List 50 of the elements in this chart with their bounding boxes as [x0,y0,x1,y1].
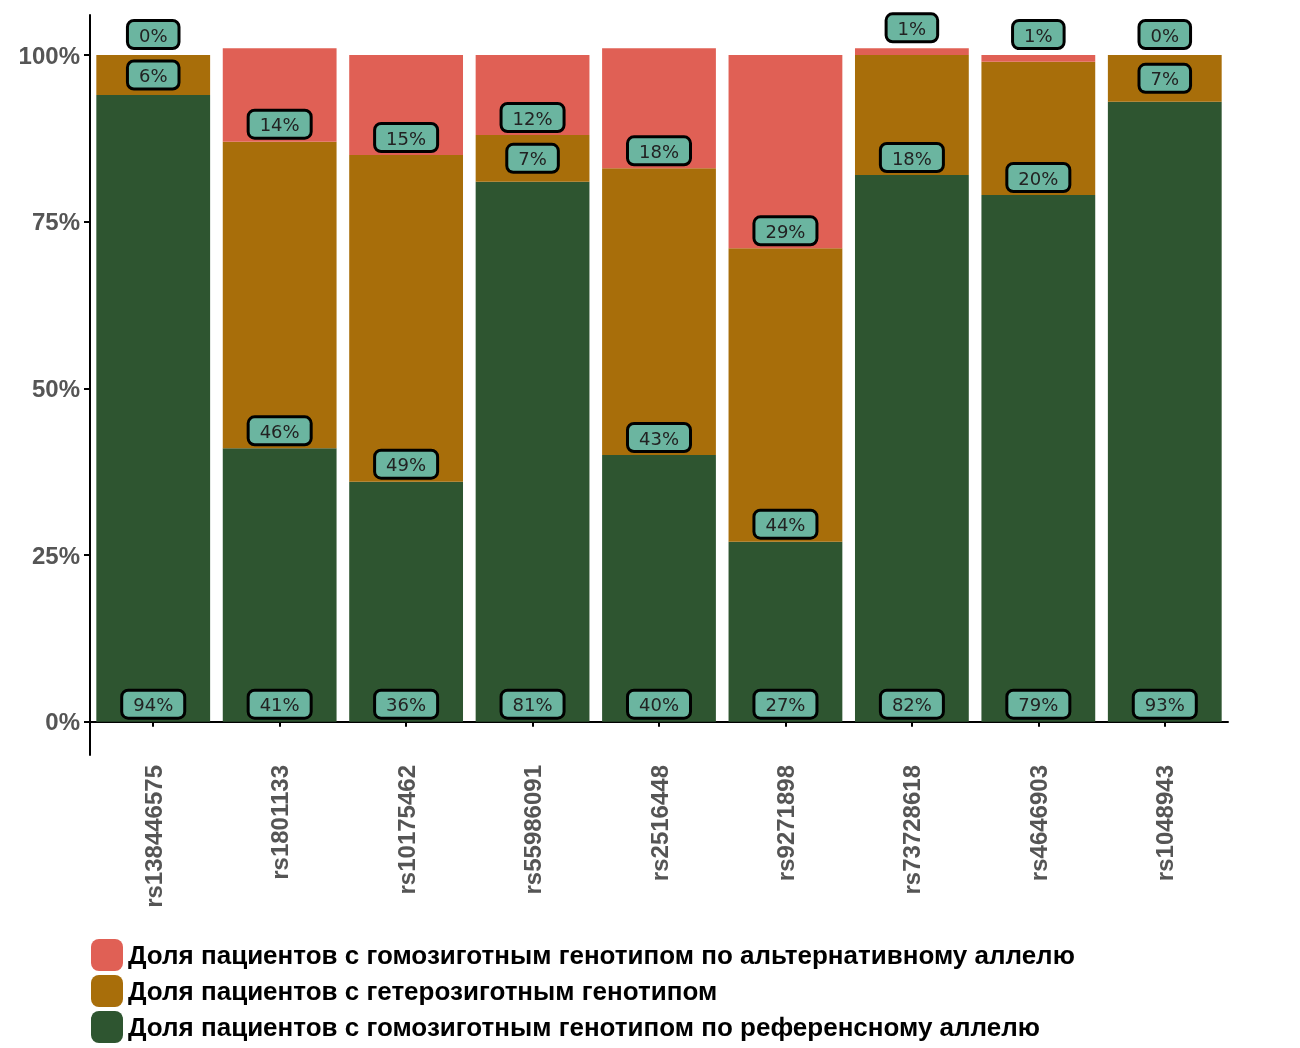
data-label: 29% [765,220,806,242]
data-label: 46% [259,420,300,442]
data-label: 93% [1144,694,1185,716]
x-tick-label: rs1801133 [266,765,294,880]
data-label: 41% [259,694,300,716]
data-label: 18% [638,140,680,162]
y-tick-label: 100% [18,41,80,69]
y-tick-label: 0% [45,708,80,736]
y-tick-label: 50% [31,374,80,402]
data-label: 40% [638,694,680,716]
data-label: 7% [1150,67,1180,89]
data-label: 6% [138,64,168,86]
y-tick-label: 25% [31,541,80,569]
bar [475,181,590,722]
x-tick-label: rs55986091 [519,765,547,895]
x-tick-label: rs9271898 [771,765,799,882]
legend-label: Доля пациентов с гомозиготным генотипом по референсному аллелю [128,1012,1040,1042]
x-tick-label: rs138446575 [139,765,167,908]
data-label: 12% [512,107,553,129]
bar [854,48,969,55]
data-label: 79% [1018,694,1059,716]
data-label: 14% [259,114,300,136]
x-tick-label: rs10175462 [392,765,420,895]
legend-label: Доля пациентов с гомозиготным генотипом по альтернативному аллелю [128,940,1075,970]
x-tick-label: rs4646903 [1024,765,1052,882]
data-label: 36% [386,694,427,716]
x-tick-label: rs73728618 [898,765,926,895]
data-label: 0% [138,24,168,46]
legend-label: Доля пациентов с гетерозиготным генотипом [128,976,718,1006]
data-label: 0% [1150,24,1180,46]
data-label: 81% [512,694,553,716]
data-label: 27% [765,694,806,716]
data-label: 94% [133,694,174,716]
x-tick-label: rs1048943 [1151,765,1179,882]
data-label: 20% [1018,167,1059,189]
data-label: 18% [891,147,932,169]
data-label: 7% [518,147,547,169]
data-label: 15% [386,127,427,149]
bar [96,95,211,722]
data-label: 1% [897,17,927,39]
data-label: 43% [638,427,680,449]
y-tick-label: 75% [31,208,80,236]
data-label: 49% [386,454,427,476]
data-label: 82% [891,694,932,716]
data-label: 1% [1024,24,1053,46]
data-label: 44% [765,514,806,536]
x-tick-label: rs2516448 [645,765,673,882]
bar [728,55,843,249]
bar [981,55,1096,62]
bar [1107,101,1222,722]
